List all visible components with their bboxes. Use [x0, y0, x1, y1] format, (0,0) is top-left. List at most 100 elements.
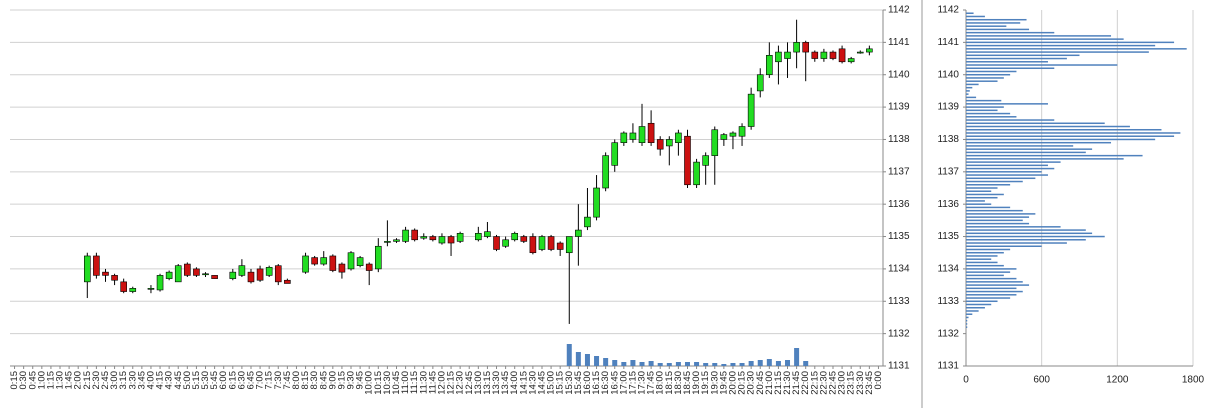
x-tick-label: 15:30	[564, 371, 575, 395]
candle-body	[447, 236, 455, 244]
y-tick-label: 1138	[937, 134, 959, 145]
volume-bar	[721, 364, 727, 366]
profile-bar	[966, 316, 969, 319]
candle-body	[302, 255, 309, 273]
candle-body	[284, 279, 291, 284]
candle-body	[120, 281, 127, 292]
profile-bar	[966, 213, 1036, 215]
y-tick-label: 1141	[888, 37, 910, 48]
profile-bar	[966, 196, 998, 199]
candle-body	[829, 51, 837, 59]
candle-body	[156, 275, 164, 291]
candle-body	[111, 275, 118, 281]
profile-bar	[966, 122, 1105, 125]
x-tick-label: 20:45	[755, 371, 766, 395]
volume-bar	[748, 361, 754, 366]
candle-body	[365, 263, 373, 271]
x-tick-label: 4:30	[164, 371, 175, 390]
candle-body	[274, 265, 282, 283]
candle-body	[256, 268, 264, 281]
x-tick-label: 17:30	[637, 371, 648, 395]
candle-body	[129, 288, 137, 292]
x-tick-label: 4:15	[155, 371, 166, 390]
profile-bar	[966, 306, 985, 309]
profile-bar	[966, 209, 1023, 212]
x-tick-label: 1:45	[64, 371, 75, 390]
candle-body	[229, 271, 237, 279]
x-tick-label: 21:00	[764, 371, 775, 395]
profile-bar	[966, 44, 1156, 47]
x-tick-label: 11:15	[409, 371, 420, 394]
candle-body	[684, 135, 691, 186]
x-tick-label: 18:00	[655, 371, 666, 395]
x-tick-label: 16:15	[591, 371, 602, 395]
x-tick-label: 10:45	[391, 371, 402, 395]
volume-bar	[785, 360, 791, 366]
x-tick-label: 3:45	[136, 371, 147, 390]
x-tick-label: 20:30	[746, 371, 757, 395]
profile-bar	[966, 103, 1048, 105]
x-tick-label: 13:00	[473, 371, 484, 395]
candle-body	[184, 263, 191, 276]
candle-body	[374, 245, 382, 270]
profile-bar	[966, 190, 992, 192]
candle-body	[265, 266, 273, 276]
x-tick-label: 0	[963, 375, 969, 386]
candle-body	[511, 233, 519, 241]
x-tick-label: 12:30	[455, 371, 466, 395]
profile-bar	[966, 326, 968, 328]
profile-bar	[966, 206, 1011, 209]
candle-body	[493, 236, 500, 250]
y-tick-label: 1135	[888, 231, 910, 242]
x-tick-label: 7:15	[264, 371, 275, 390]
profile-bar	[966, 297, 1011, 299]
y-tick-label: 1133	[937, 296, 959, 307]
candle-body	[438, 236, 446, 244]
y-tick-label: 1141	[937, 37, 959, 48]
profile-bar	[966, 177, 1036, 180]
volume-bar	[648, 361, 654, 366]
candle-body	[329, 255, 337, 271]
profile-bar	[966, 287, 1017, 290]
x-tick-label: 19:15	[700, 371, 711, 395]
profile-bar	[966, 28, 1030, 31]
x-tick-label: 10:00	[364, 371, 375, 395]
x-tick-label: 1:30	[55, 371, 66, 390]
x-tick-label: 22:45	[828, 371, 839, 395]
x-tick-label: 10:30	[382, 371, 393, 395]
candle-body	[102, 271, 109, 276]
volume-bar	[730, 363, 736, 366]
volume-bar	[575, 352, 581, 366]
x-tick-label: 16:00	[582, 371, 593, 395]
x-tick-label: 9:30	[346, 371, 357, 390]
profile-bar	[966, 119, 1055, 121]
x-tick-label: 9:00	[327, 371, 338, 390]
profile-bar	[966, 319, 968, 322]
y-tick-label: 1137	[937, 166, 959, 177]
x-tick-label: 22:30	[818, 371, 829, 395]
profile-bar	[966, 67, 1055, 70]
profile-bar	[966, 167, 1055, 170]
volume-bar	[775, 361, 781, 366]
x-tick-label: 14:45	[537, 371, 548, 395]
candle-body	[584, 216, 591, 228]
x-tick-label: 17:15	[627, 371, 638, 395]
profile-bar	[966, 268, 1017, 270]
candle-body	[165, 271, 173, 279]
candle-body	[320, 257, 328, 265]
profile-bar	[966, 18, 1027, 21]
profile-bar	[966, 138, 1156, 141]
y-tick-label: 1142	[937, 5, 959, 16]
profile-bar	[966, 54, 1080, 57]
volume-bar	[712, 363, 718, 366]
candle-body	[147, 288, 155, 290]
y-tick-label: 1131	[888, 361, 910, 372]
x-tick-label: 20:00	[727, 371, 738, 395]
x-tick-label: 18:45	[682, 371, 693, 395]
volume-bar	[584, 354, 590, 366]
x-tick-label: 17:45	[646, 371, 657, 395]
volume-bar	[684, 362, 690, 366]
profile-bar	[966, 31, 1055, 34]
profile-bar	[966, 57, 1067, 60]
x-tick-label: 11:30	[418, 371, 429, 394]
